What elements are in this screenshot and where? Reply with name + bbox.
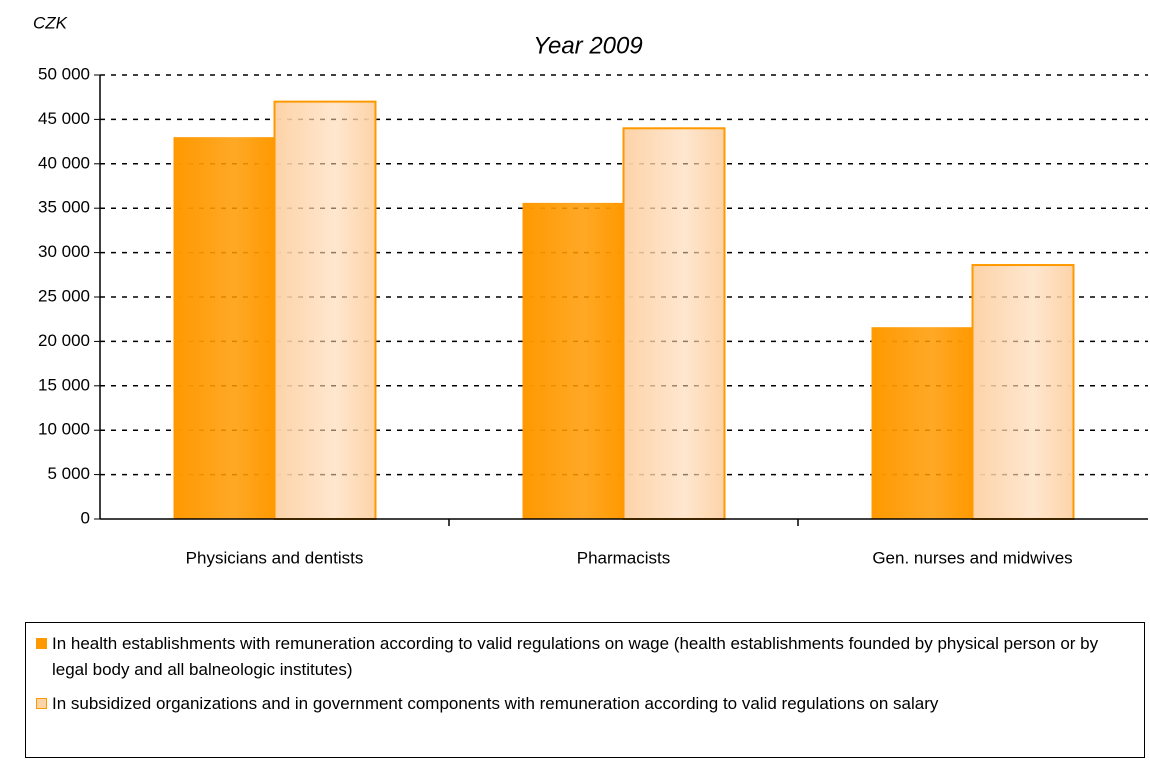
chart-title: Year 2009 — [533, 32, 642, 59]
y-tick-label: 30 000 — [38, 242, 90, 261]
y-axis-label: CZK — [33, 13, 68, 32]
y-tick-label: 5 000 — [47, 464, 90, 483]
y-tick-label: 45 000 — [38, 109, 90, 128]
y-tick-label: 25 000 — [38, 286, 90, 305]
legend-entry: In subsidized organizations and in gover… — [36, 691, 1134, 717]
x-tick-label: Physicians and dentists — [186, 548, 364, 567]
y-tick-label: 20 000 — [38, 331, 90, 350]
bar — [522, 202, 624, 519]
x-tick-label: Gen. nurses and midwives — [872, 548, 1072, 567]
bar — [173, 137, 275, 519]
legend-label: In health establishments with remunerati… — [52, 634, 1099, 679]
y-tick-label: 15 000 — [38, 375, 90, 394]
legend-label: In subsidized organizations and in gover… — [52, 694, 939, 713]
bar — [622, 127, 726, 520]
bar — [971, 264, 1075, 521]
y-tick-label: 10 000 — [38, 420, 90, 439]
bar — [273, 100, 377, 520]
legend: In health establishments with remunerati… — [25, 622, 1145, 758]
y-tick-label: 50 000 — [38, 64, 90, 83]
legend-swatch — [36, 638, 47, 649]
legend-swatch — [36, 698, 47, 709]
x-tick-label: Pharmacists — [577, 548, 671, 567]
y-tick-label: 0 — [81, 508, 90, 527]
bar — [871, 327, 973, 519]
legend-entry: In health establishments with remunerati… — [36, 631, 1134, 683]
y-tick-label: 35 000 — [38, 198, 90, 217]
chart: CZK Year 2009 0 5 000 10 000 15 000 20 000 25… — [33, 13, 1148, 567]
y-tick-label: 40 000 — [38, 153, 90, 172]
